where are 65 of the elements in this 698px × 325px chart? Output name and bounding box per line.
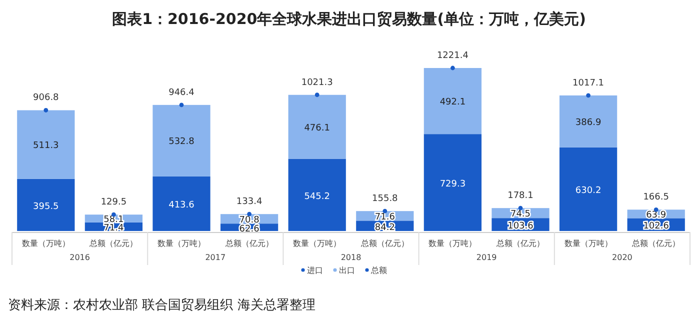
bar	[17, 110, 75, 179]
data-label: 395.5	[33, 202, 59, 212]
x-tick-label: 总额（亿元）	[88, 239, 138, 248]
text: 2016	[70, 253, 90, 262]
data-label: 532.8	[168, 137, 195, 148]
legend-label: 出口	[339, 266, 355, 275]
x-tick-label: 总额（亿元）	[224, 239, 274, 248]
data-label: 71.4	[104, 224, 124, 234]
data-label: 630.2	[575, 186, 602, 196]
data-label: 63.9	[646, 210, 666, 220]
data-label: 413.6	[168, 200, 195, 211]
data-label: 129.5	[100, 198, 127, 208]
text: 2020	[612, 253, 632, 262]
data-label: 946.4	[168, 88, 195, 98]
bar	[288, 94, 346, 159]
x-tick-label: 总额（亿元）	[360, 239, 409, 248]
text: 2019	[476, 253, 497, 262]
data-label: 1017.1	[572, 78, 604, 88]
data-label: 1021.3	[301, 78, 333, 88]
data-label: 906.8	[33, 93, 60, 104]
bar	[152, 176, 210, 231]
data-label: 729.3	[440, 180, 466, 190]
bar	[17, 178, 75, 231]
data-label: 71.6	[374, 212, 396, 222]
point	[586, 93, 590, 98]
text: 图表1：2016-2020年全球水果进出口贸易数量(单位：万吨，亿美元)	[112, 10, 586, 28]
x-tick-label: 数量（万吨）	[158, 239, 206, 248]
data-label: 133.4	[236, 197, 262, 208]
data-label: 492.1	[440, 98, 466, 108]
data-label: 58.1	[104, 215, 124, 226]
data-label: 511.3	[33, 141, 59, 152]
legend-label: 总额	[370, 266, 387, 275]
data-label: 102.6	[643, 222, 670, 232]
data-label: 103.6	[508, 222, 534, 232]
point	[450, 66, 455, 70]
text: 2017	[205, 253, 226, 262]
x-tick-label: 数量（万吨）	[293, 239, 342, 248]
data-label: 155.8	[372, 194, 398, 204]
bar	[424, 134, 482, 231]
point	[44, 108, 48, 112]
legend-label: 进口	[307, 266, 323, 275]
x-tick-label: 数量（万吨）	[564, 239, 612, 248]
point	[518, 206, 523, 210]
text: 2018	[340, 253, 362, 262]
x-tick-label: 数量（万吨）	[22, 239, 70, 248]
bar	[559, 147, 618, 231]
bar	[559, 95, 618, 148]
data-label: 386.9	[575, 118, 602, 128]
data-label: 70.8	[239, 215, 260, 226]
x-tick-label: 总额（亿元）	[496, 239, 544, 248]
data-label: 178.1	[508, 191, 534, 202]
bar	[152, 104, 210, 176]
bar	[288, 158, 346, 231]
data-label: 74.5	[510, 210, 531, 220]
x-tick-label: 数量（万吨）	[428, 239, 477, 248]
data-label: 84.2	[374, 222, 395, 233]
bar	[424, 68, 482, 134]
point	[179, 102, 184, 108]
data-label: 1221.4	[436, 51, 469, 61]
data-label: 545.2	[304, 192, 330, 202]
text: 资料来源：农村农业部 联合国贸易组织 海关总署整理	[8, 298, 316, 313]
point	[314, 92, 320, 98]
data-label: 476.1	[304, 123, 330, 134]
data-label: 166.5	[643, 192, 669, 203]
x-tick-label: 总额（亿元）	[631, 239, 680, 248]
